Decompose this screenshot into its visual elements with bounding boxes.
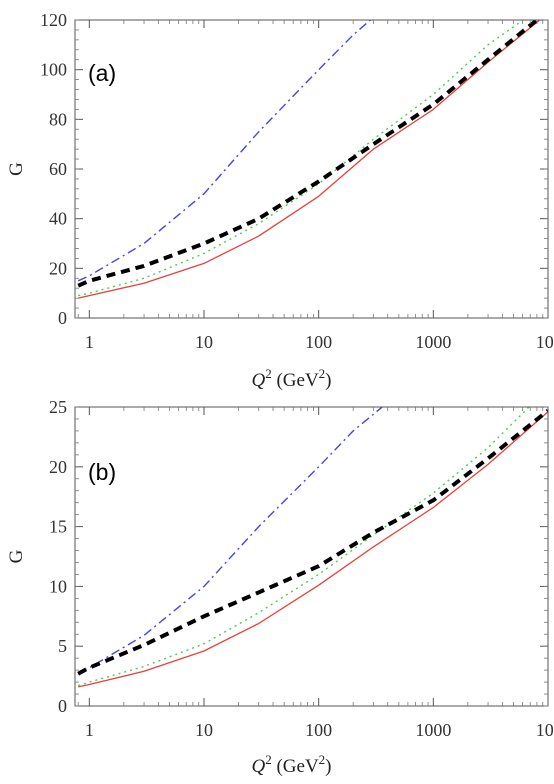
series-line-solid [78, 20, 541, 299]
series-line-dashed-thick [77, 409, 548, 676]
y-tick-label: 25 [49, 397, 67, 417]
x-tick-label: 1000 [415, 332, 451, 352]
series-line-dashdot [77, 407, 384, 674]
y-tick-label: 20 [49, 457, 67, 477]
panel-label: (a) [88, 60, 116, 86]
series-line-dotted [77, 407, 530, 687]
series-line-dotted [78, 20, 525, 297]
x-tick-label: 10 [195, 332, 213, 352]
x-tick-label: 1 [85, 332, 94, 352]
y-axis-title: G [6, 162, 27, 176]
chart-panel-b: 1 10 100 1000 104 0 5 10 15 20 25 G Q2 (GeV2) (b) [6, 397, 554, 777]
series-line-dashed-thick [77, 20, 540, 288]
x-axis-title: Q2 (GeV2) [251, 366, 331, 391]
x-tick-label: 104 [536, 716, 554, 740]
x-tick-label: 100 [305, 332, 332, 352]
y-tick-label: 10 [49, 576, 67, 596]
chart-panel-a: 1 10 100 1000 104 0 20 40 60 80 100 120 G Q2 (GeV2) (a… [6, 10, 554, 391]
y-tick-label: 100 [40, 60, 67, 80]
plot-frame [74, 406, 549, 707]
series-line-solid [78, 411, 548, 688]
x-tick-label: 10 [195, 720, 213, 740]
plot-area [77, 20, 541, 299]
plot-area [77, 407, 548, 688]
y-tick-label: 80 [49, 109, 67, 129]
series-line-dashdot [77, 20, 372, 282]
x-tick-label: 104 [536, 328, 554, 352]
y-tick-label: 15 [49, 517, 67, 537]
x-axis-title: Q2 (GeV2) [251, 752, 331, 777]
y-tick-label: 0 [58, 696, 67, 716]
y-tick-label: 20 [49, 258, 67, 278]
y-tick-label: 5 [58, 636, 67, 656]
plot-frame [74, 19, 549, 319]
y-tick-label: 0 [58, 308, 67, 328]
y-axis-title: G [6, 549, 27, 563]
x-tick-label: 100 [305, 720, 332, 740]
panel-label: (b) [88, 459, 116, 485]
x-tick-label: 1000 [415, 720, 451, 740]
y-tick-label: 60 [49, 159, 67, 179]
x-tick-label: 1 [85, 720, 94, 740]
y-tick-label: 120 [40, 10, 67, 30]
y-tick-label: 40 [49, 209, 67, 229]
